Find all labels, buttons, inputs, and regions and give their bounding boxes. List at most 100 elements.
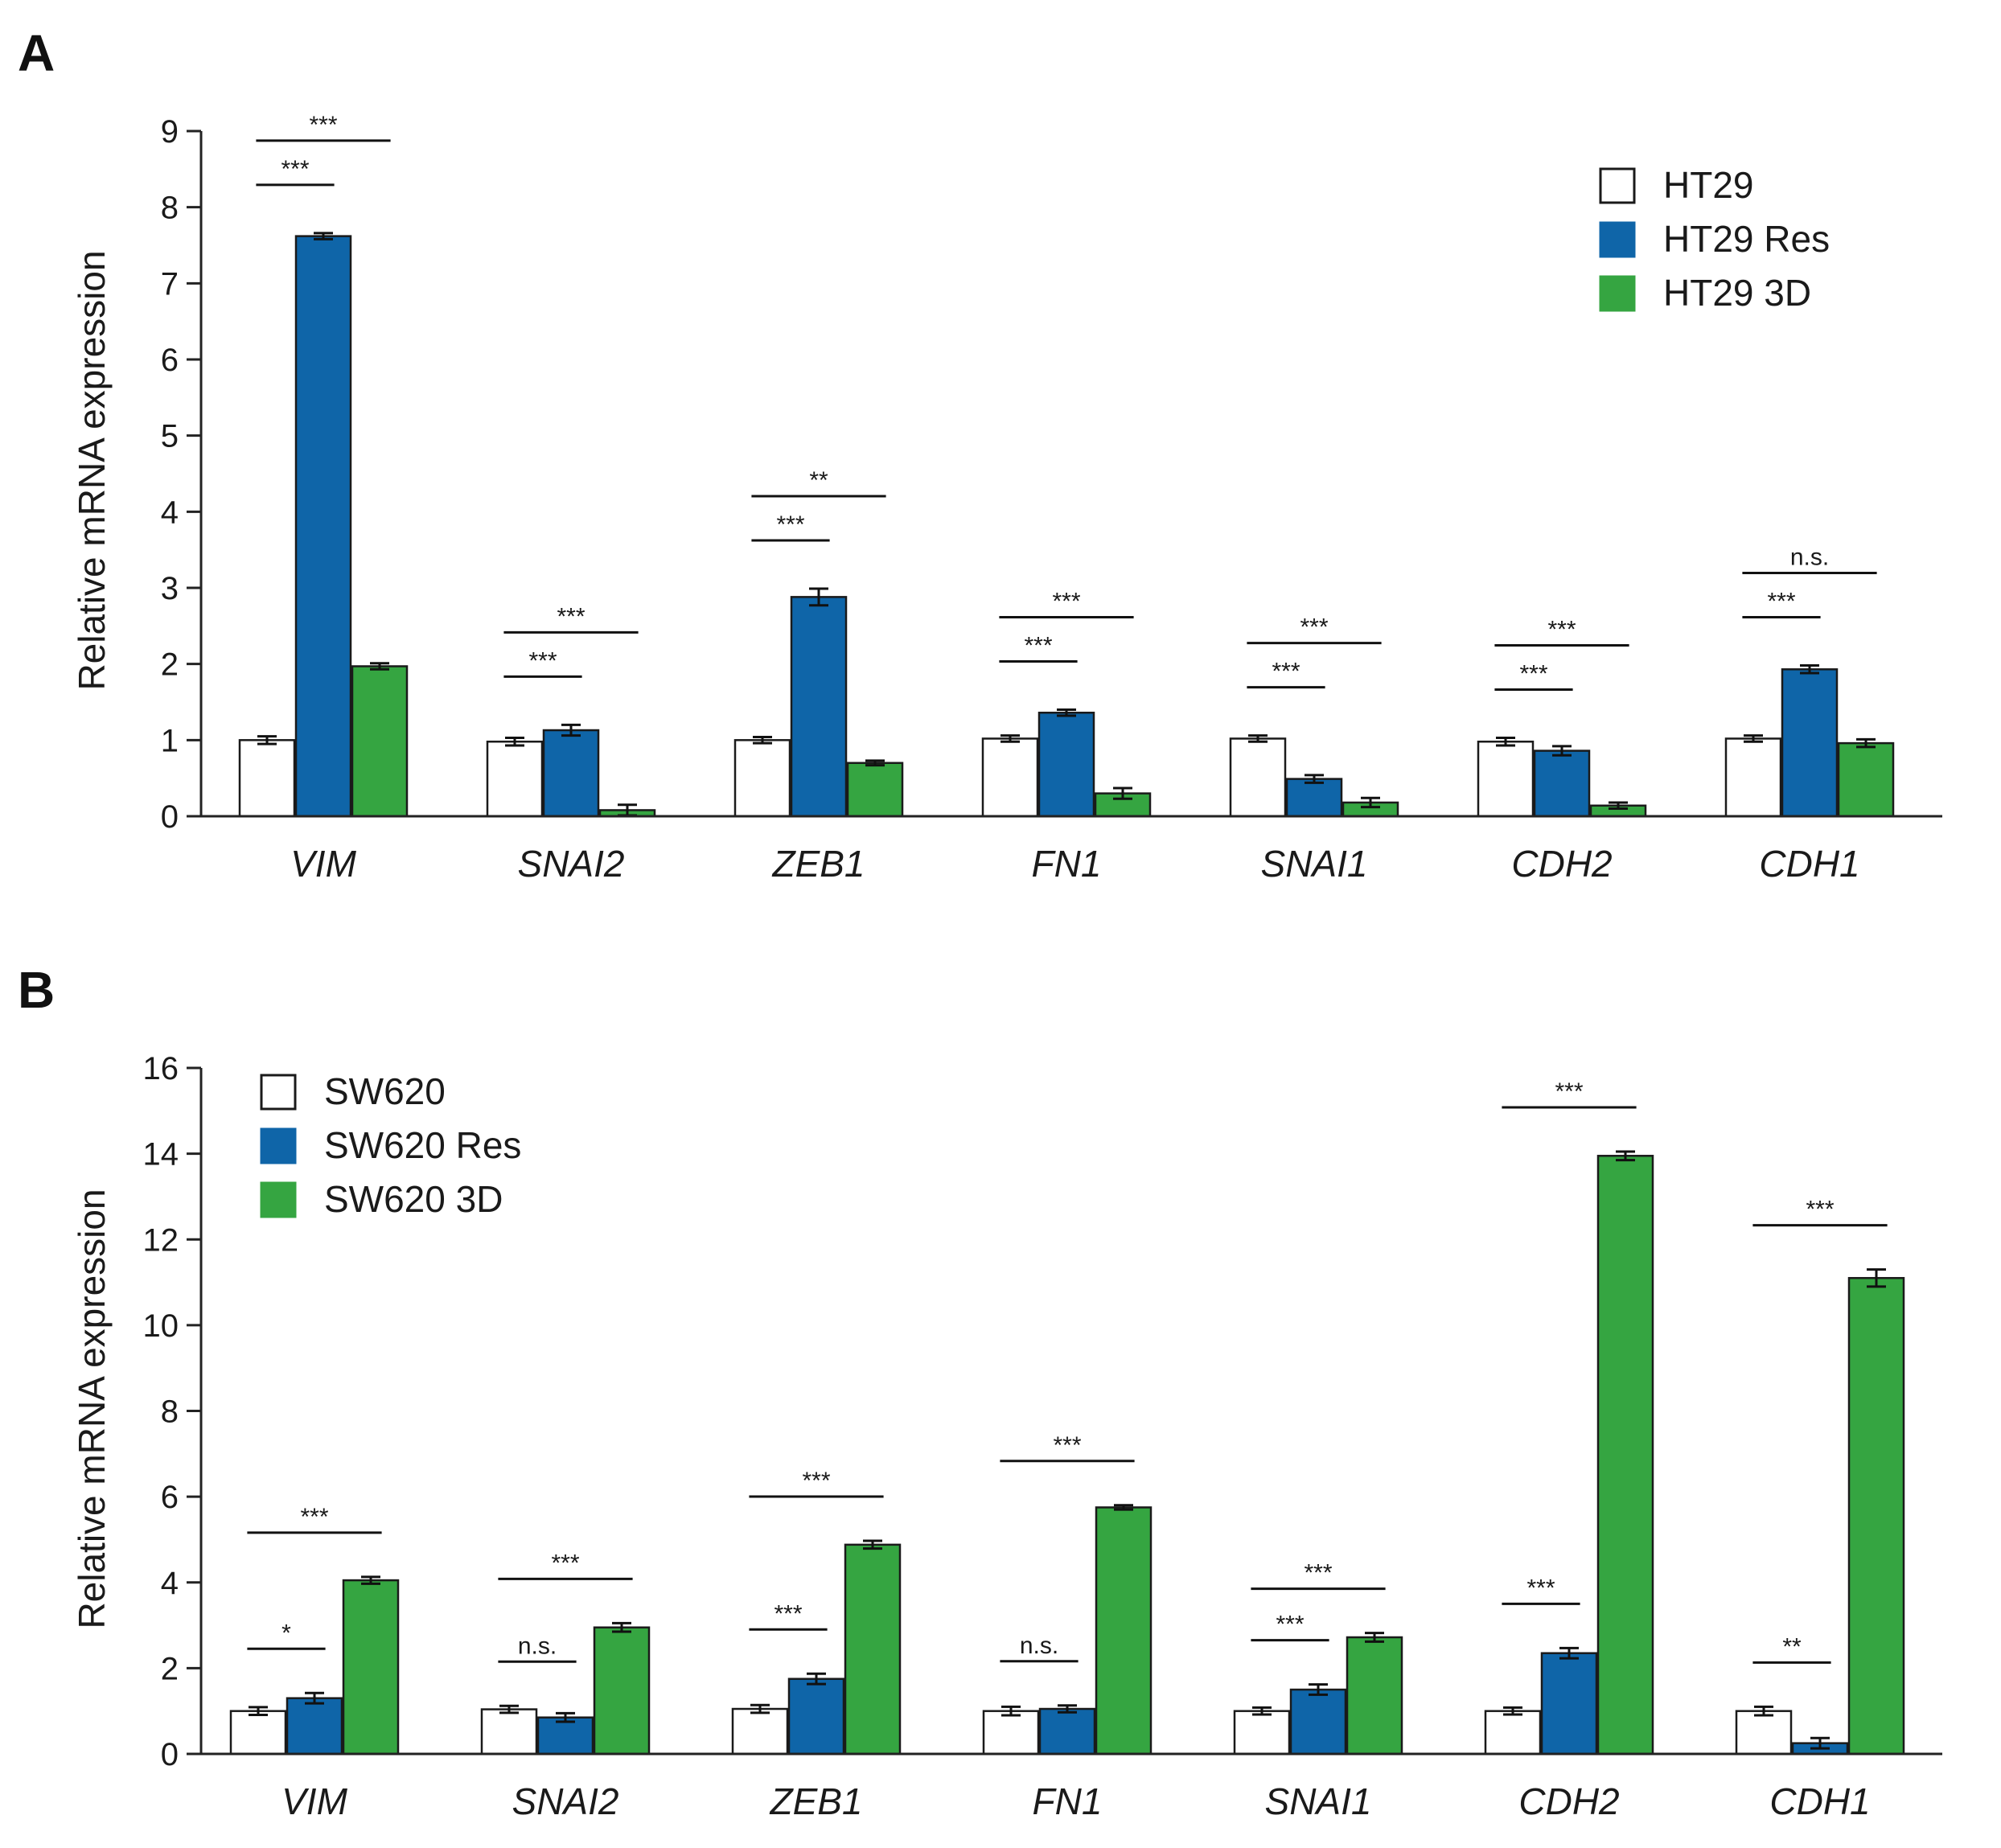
y-tick-label: 4 — [161, 1566, 179, 1601]
bar — [286, 1697, 343, 1756]
significance-label: *** — [551, 1550, 579, 1576]
significance-label: *** — [1547, 616, 1576, 643]
bar — [294, 235, 352, 818]
bar — [731, 1707, 789, 1756]
bar — [1037, 712, 1095, 818]
bar — [1533, 749, 1591, 818]
bar — [1477, 740, 1535, 818]
bar — [593, 1626, 651, 1756]
bar — [787, 1678, 845, 1756]
significance-label: *** — [1300, 614, 1328, 641]
bar — [1289, 1688, 1347, 1756]
y-axis-title: Relative mRNA expression — [71, 250, 113, 690]
y-tick-label: 7 — [161, 266, 179, 302]
y-tick-label: 0 — [161, 799, 179, 835]
x-category-label: SNAI1 — [1261, 843, 1368, 885]
significance-label: *** — [1053, 1432, 1081, 1459]
y-tick-label: 9 — [161, 114, 179, 150]
panel-letter: B — [18, 961, 55, 1019]
x-category-label: SNAI2 — [518, 843, 625, 885]
significance-label: n.s. — [1790, 544, 1829, 571]
bar — [1781, 668, 1839, 818]
bar — [1837, 741, 1895, 818]
legend-label: SW620 Res — [324, 1124, 521, 1166]
significance-label: *** — [1024, 632, 1052, 659]
y-tick-label: 2 — [161, 1651, 179, 1686]
legend-swatch — [260, 1181, 297, 1218]
y-tick-label: 12 — [143, 1222, 179, 1258]
bar — [1847, 1276, 1905, 1756]
bar — [733, 739, 791, 818]
x-category-label: CDH1 — [1769, 1780, 1870, 1822]
y-tick-label: 0 — [161, 1737, 179, 1772]
x-category-label: ZEB1 — [771, 843, 865, 885]
x-category-label: ZEB1 — [769, 1780, 862, 1822]
y-tick-label: 14 — [143, 1137, 179, 1172]
y-tick-label: 8 — [161, 1394, 179, 1430]
x-category-label: SNAI1 — [1265, 1780, 1372, 1822]
bar — [342, 1579, 400, 1756]
bar — [486, 740, 544, 818]
legend-label: HT29 3D — [1663, 272, 1811, 314]
legend-label: SW620 3D — [324, 1178, 503, 1220]
y-tick-label: 8 — [161, 191, 179, 226]
bar — [351, 665, 409, 818]
bar — [981, 737, 1039, 818]
significance-label: *** — [1519, 660, 1547, 687]
significance-label: *** — [300, 1504, 328, 1530]
x-category-label: FN1 — [1033, 1780, 1103, 1822]
significance-label: *** — [1304, 1560, 1332, 1587]
bar — [844, 1543, 902, 1756]
panel-a: A 0 1 2 3 4 5 6 7 8 9 Relative mRNA expression VIM **… — [18, 24, 1942, 885]
legend-swatch — [1599, 167, 1636, 204]
legend-label: HT29 Res — [1663, 218, 1830, 260]
legend-swatch — [260, 1074, 297, 1111]
significance-label: *** — [1767, 589, 1795, 615]
significance-label: *** — [309, 112, 337, 138]
y-tick-label: 10 — [143, 1308, 179, 1344]
significance-label: *** — [1526, 1575, 1555, 1601]
significance-label: ** — [1782, 1633, 1802, 1660]
significance-label: *** — [802, 1468, 830, 1494]
significance-label: *** — [1555, 1078, 1583, 1105]
significance-label: *** — [1276, 1612, 1304, 1638]
bar — [1095, 1506, 1153, 1756]
legend-swatch — [1599, 275, 1636, 312]
significance-label: n.s. — [1020, 1632, 1058, 1659]
significance-label: *** — [1272, 659, 1300, 685]
legend-swatch — [260, 1127, 297, 1164]
significance-label: * — [281, 1620, 291, 1646]
significance-label: *** — [557, 603, 585, 630]
x-category-label: SNAI2 — [512, 1780, 619, 1822]
significance-label: *** — [1052, 588, 1080, 614]
y-tick-label: 6 — [161, 343, 179, 378]
y-axis-title: Relative mRNA expression — [71, 1189, 113, 1628]
x-category-label: FN1 — [1032, 843, 1102, 885]
significance-label: n.s. — [518, 1632, 557, 1659]
legend-label: SW620 — [324, 1070, 446, 1112]
bar — [1724, 737, 1782, 818]
panel-letter: A — [18, 24, 55, 82]
bar — [1038, 1707, 1096, 1756]
bar — [480, 1708, 538, 1756]
x-category-label: CDH1 — [1759, 843, 1859, 885]
significance-label: ** — [809, 467, 828, 494]
x-category-label: VIM — [290, 843, 356, 885]
y-tick-label: 2 — [161, 647, 179, 683]
significance-label: *** — [776, 511, 804, 538]
significance-label: *** — [528, 647, 557, 674]
bar — [1346, 1636, 1403, 1756]
bar — [1540, 1652, 1598, 1756]
x-category-label: CDH2 — [1511, 843, 1612, 885]
bar — [1596, 1155, 1654, 1756]
bar — [1229, 737, 1287, 818]
y-tick-label: 1 — [161, 723, 179, 758]
bar — [1233, 1710, 1291, 1756]
bar — [846, 762, 904, 818]
bar — [1484, 1710, 1542, 1756]
y-tick-label: 6 — [161, 1480, 179, 1515]
significance-label: *** — [281, 156, 309, 183]
y-tick-label: 4 — [161, 495, 179, 530]
significance-label: *** — [1806, 1197, 1834, 1223]
